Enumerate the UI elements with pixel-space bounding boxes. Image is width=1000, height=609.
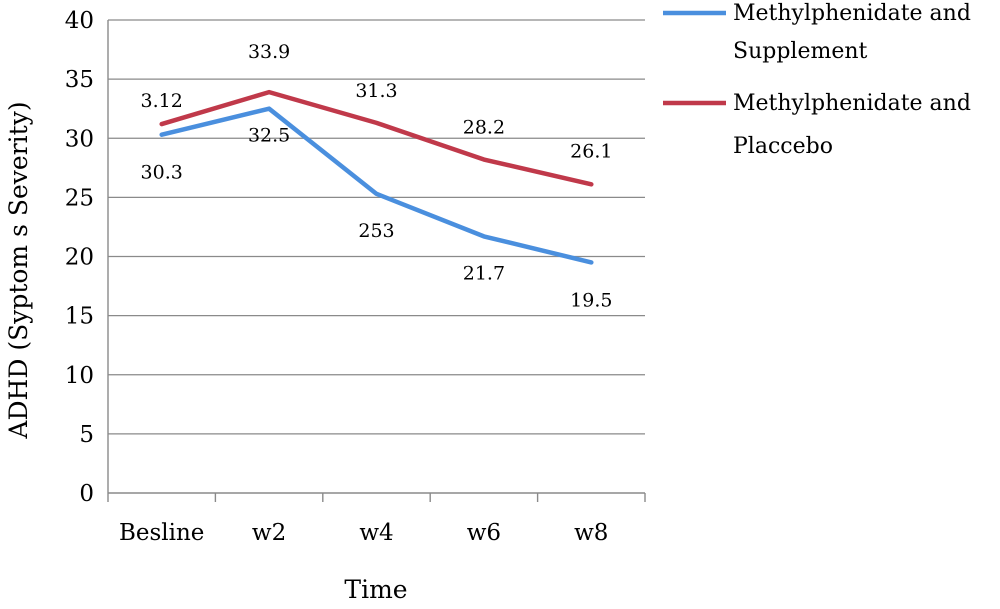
data-label: 28.2 <box>463 117 505 139</box>
x-tick-label: w2 <box>252 520 286 546</box>
data-label: 33.9 <box>248 41 290 63</box>
x-tick-label: w8 <box>574 520 608 546</box>
data-label: 21.7 <box>463 262 505 284</box>
data-label: 3.12 <box>141 90 183 112</box>
x-tick-label: Besline <box>119 520 204 546</box>
y-tick-label: 10 <box>65 363 94 389</box>
data-label: 30.3 <box>141 162 183 184</box>
x-tick-labels: Besline w2 w4 w6 w8 <box>119 520 608 546</box>
x-tick-label: w4 <box>359 520 393 546</box>
x-axis-title: Time <box>344 575 407 604</box>
y-tick-labels: 0 5 10 15 20 25 30 35 40 <box>65 8 94 507</box>
y-tick-label: 40 <box>65 8 94 34</box>
gridlines <box>108 19 645 435</box>
y-tick-label: 25 <box>65 185 94 211</box>
data-labels: 30.3 32.5 253 21.7 19.5 3.12 33.9 31.3 28.2 26.1 <box>141 41 613 311</box>
series-line-1 <box>159 106 594 265</box>
y-tick-label: 15 <box>65 304 94 330</box>
y-tick-label: 0 <box>79 481 94 507</box>
data-label: 19.5 <box>570 289 612 311</box>
series-line-2 <box>159 89 594 187</box>
y-axis-title: ADHD (Syptom s Severity) <box>4 101 33 439</box>
y-tick-label: 30 <box>65 126 94 152</box>
legend-label: Methylphenidate and Placcebo <box>733 91 971 159</box>
legend: Methylphenidate and Supplement Methylpheni… <box>663 1 971 159</box>
data-label: 32.5 <box>248 125 290 147</box>
y-tick-label: 20 <box>65 245 94 271</box>
axes <box>107 20 646 502</box>
series-lines <box>159 89 594 265</box>
legend-label: Methylphenidate and Supplement <box>733 1 971 64</box>
y-tick-label: 5 <box>79 422 94 448</box>
data-label: 31.3 <box>355 80 397 102</box>
y-tick-label: 35 <box>65 67 94 93</box>
x-tick-label: w6 <box>467 520 501 546</box>
data-label: 253 <box>358 220 394 242</box>
data-label: 26.1 <box>570 140 612 162</box>
